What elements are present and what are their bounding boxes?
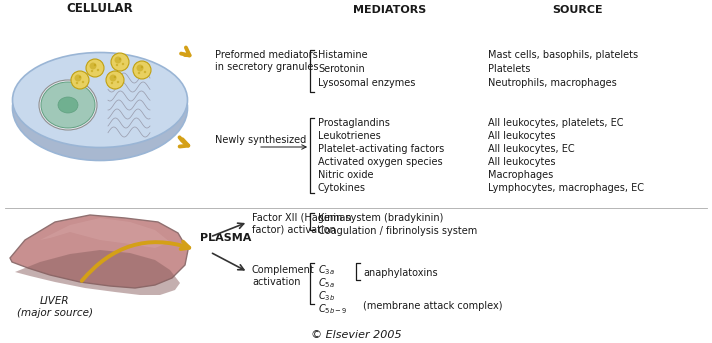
Polygon shape — [40, 218, 170, 248]
Circle shape — [110, 74, 117, 82]
Text: Complement
activation: Complement activation — [252, 265, 315, 287]
Circle shape — [122, 63, 124, 65]
Text: MEDIATORS: MEDIATORS — [353, 5, 426, 15]
Circle shape — [119, 58, 121, 60]
Circle shape — [79, 76, 81, 78]
Circle shape — [86, 59, 104, 77]
Circle shape — [141, 66, 143, 68]
Text: Prostaglandins: Prostaglandins — [318, 118, 390, 128]
Text: PLASMA: PLASMA — [200, 233, 251, 243]
Ellipse shape — [13, 56, 187, 161]
Polygon shape — [15, 250, 180, 295]
Text: Nitric oxide: Nitric oxide — [318, 170, 374, 180]
Text: LIVER
(major source): LIVER (major source) — [17, 296, 93, 318]
Text: Kinin system (bradykinin): Kinin system (bradykinin) — [318, 213, 444, 223]
Text: Serotonin: Serotonin — [318, 64, 365, 74]
Text: CELLULAR: CELLULAR — [67, 2, 133, 15]
Circle shape — [90, 62, 97, 70]
Polygon shape — [10, 215, 188, 288]
Ellipse shape — [58, 97, 78, 113]
Text: $C_{3b}$: $C_{3b}$ — [318, 289, 335, 303]
Text: © Elsevier 2005: © Elsevier 2005 — [310, 330, 402, 340]
Text: Lymphocytes, macrophages, EC: Lymphocytes, macrophages, EC — [488, 183, 644, 193]
Text: Platelets: Platelets — [488, 64, 530, 74]
Circle shape — [137, 64, 144, 71]
Text: anaphylatoxins: anaphylatoxins — [363, 268, 438, 278]
Text: $C_{5b-9}$: $C_{5b-9}$ — [318, 302, 347, 316]
Circle shape — [133, 61, 151, 79]
Text: Neutrophils, macrophages: Neutrophils, macrophages — [488, 78, 617, 88]
Circle shape — [138, 72, 140, 74]
Text: $C_{5a}$: $C_{5a}$ — [318, 276, 335, 290]
Text: Mast cells, basophils, platelets: Mast cells, basophils, platelets — [488, 50, 638, 60]
Text: Lysosomal enzymes: Lysosomal enzymes — [318, 78, 415, 88]
Circle shape — [75, 74, 81, 82]
Text: Newly synthesized: Newly synthesized — [215, 135, 306, 145]
Circle shape — [144, 71, 146, 73]
Ellipse shape — [13, 52, 187, 147]
Text: All leukocytes: All leukocytes — [488, 131, 555, 141]
Circle shape — [97, 69, 99, 71]
Text: All leukocytes, platelets, EC: All leukocytes, platelets, EC — [488, 118, 624, 128]
Text: Leukotrienes: Leukotrienes — [318, 131, 381, 141]
Circle shape — [71, 71, 89, 89]
Circle shape — [106, 71, 124, 89]
Ellipse shape — [41, 82, 95, 128]
Ellipse shape — [39, 80, 97, 130]
Text: All leukocytes: All leukocytes — [488, 157, 555, 167]
Text: $C_{3a}$: $C_{3a}$ — [318, 263, 335, 277]
Text: All leukocytes, EC: All leukocytes, EC — [488, 144, 575, 154]
Text: Factor XII (Hageman
factor) activation: Factor XII (Hageman factor) activation — [252, 213, 352, 235]
Text: Preformed mediators
in secretory granules: Preformed mediators in secretory granule… — [215, 50, 318, 72]
Text: Histamine: Histamine — [318, 50, 367, 60]
Text: Coagulation / fibrinolysis system: Coagulation / fibrinolysis system — [318, 226, 477, 236]
Text: (membrane attack complex): (membrane attack complex) — [363, 301, 503, 311]
Text: SOURCE: SOURCE — [553, 5, 603, 15]
Circle shape — [94, 64, 96, 66]
Circle shape — [75, 82, 78, 84]
Circle shape — [111, 53, 129, 71]
Circle shape — [114, 76, 116, 78]
Text: Platelet-activating factors: Platelet-activating factors — [318, 144, 444, 154]
Circle shape — [117, 81, 119, 83]
Text: Cytokines: Cytokines — [318, 183, 366, 193]
Text: Activated oxygen species: Activated oxygen species — [318, 157, 443, 167]
Text: Macrophages: Macrophages — [488, 170, 553, 180]
Circle shape — [116, 64, 118, 66]
Circle shape — [82, 81, 84, 83]
Circle shape — [91, 70, 93, 72]
Circle shape — [115, 57, 122, 63]
Circle shape — [111, 82, 113, 84]
